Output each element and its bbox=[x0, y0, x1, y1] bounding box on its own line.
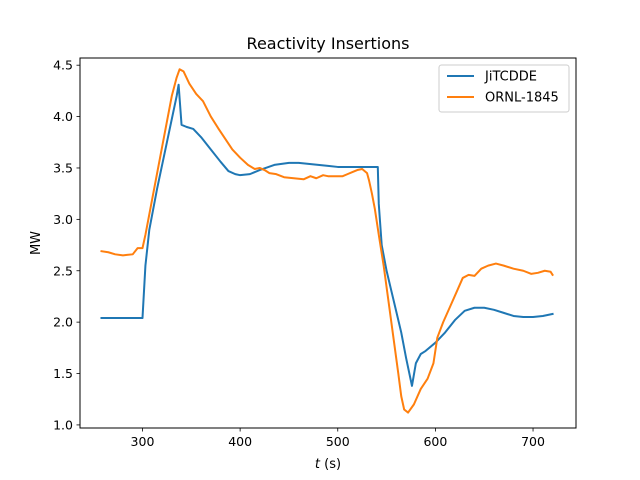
x-tick-label: 300 bbox=[131, 434, 155, 449]
series-line-ornl-1845 bbox=[100, 68, 554, 414]
x-axis-unit: (s) bbox=[320, 457, 341, 472]
legend-label-jitcdde: JiTCDDE bbox=[484, 70, 537, 85]
plot-area bbox=[79, 57, 577, 429]
y-tick-label: 3.5 bbox=[53, 160, 73, 175]
x-axis-label: t (s) bbox=[315, 457, 341, 472]
y-tick-label: 4.0 bbox=[53, 109, 73, 124]
y-tick-label: 2.0 bbox=[53, 315, 73, 330]
y-tick-label: 2.5 bbox=[53, 263, 73, 278]
y-axis-label: MW bbox=[29, 231, 44, 255]
legend: JiTCDDE ORNL-1845 bbox=[438, 64, 570, 113]
x-axis-variable: t bbox=[315, 457, 321, 472]
y-tick-label: 4.5 bbox=[53, 58, 73, 73]
y-tick-label: 3.0 bbox=[53, 212, 73, 227]
x-tick-label: 500 bbox=[326, 434, 350, 449]
x-axis: 300 400 500 600 700 bbox=[131, 428, 545, 449]
axes-frame bbox=[79, 57, 577, 429]
y-tick-label: 1.5 bbox=[53, 366, 73, 381]
legend-label-ornl-1845: ORNL-1845 bbox=[485, 91, 559, 106]
y-axis: 1.0 1.5 2.0 2.5 3.0 3.5 4.0 4.5 bbox=[53, 58, 80, 432]
x-tick-label: 400 bbox=[228, 434, 252, 449]
series-line-jitcdde bbox=[100, 83, 554, 387]
series-layer bbox=[100, 68, 554, 414]
plot-background bbox=[80, 58, 576, 428]
x-tick-label: 700 bbox=[521, 434, 545, 449]
x-tick-label: 600 bbox=[423, 434, 447, 449]
y-tick-label: 1.0 bbox=[53, 417, 73, 432]
chart-title: Reactivity Insertions bbox=[247, 34, 410, 53]
